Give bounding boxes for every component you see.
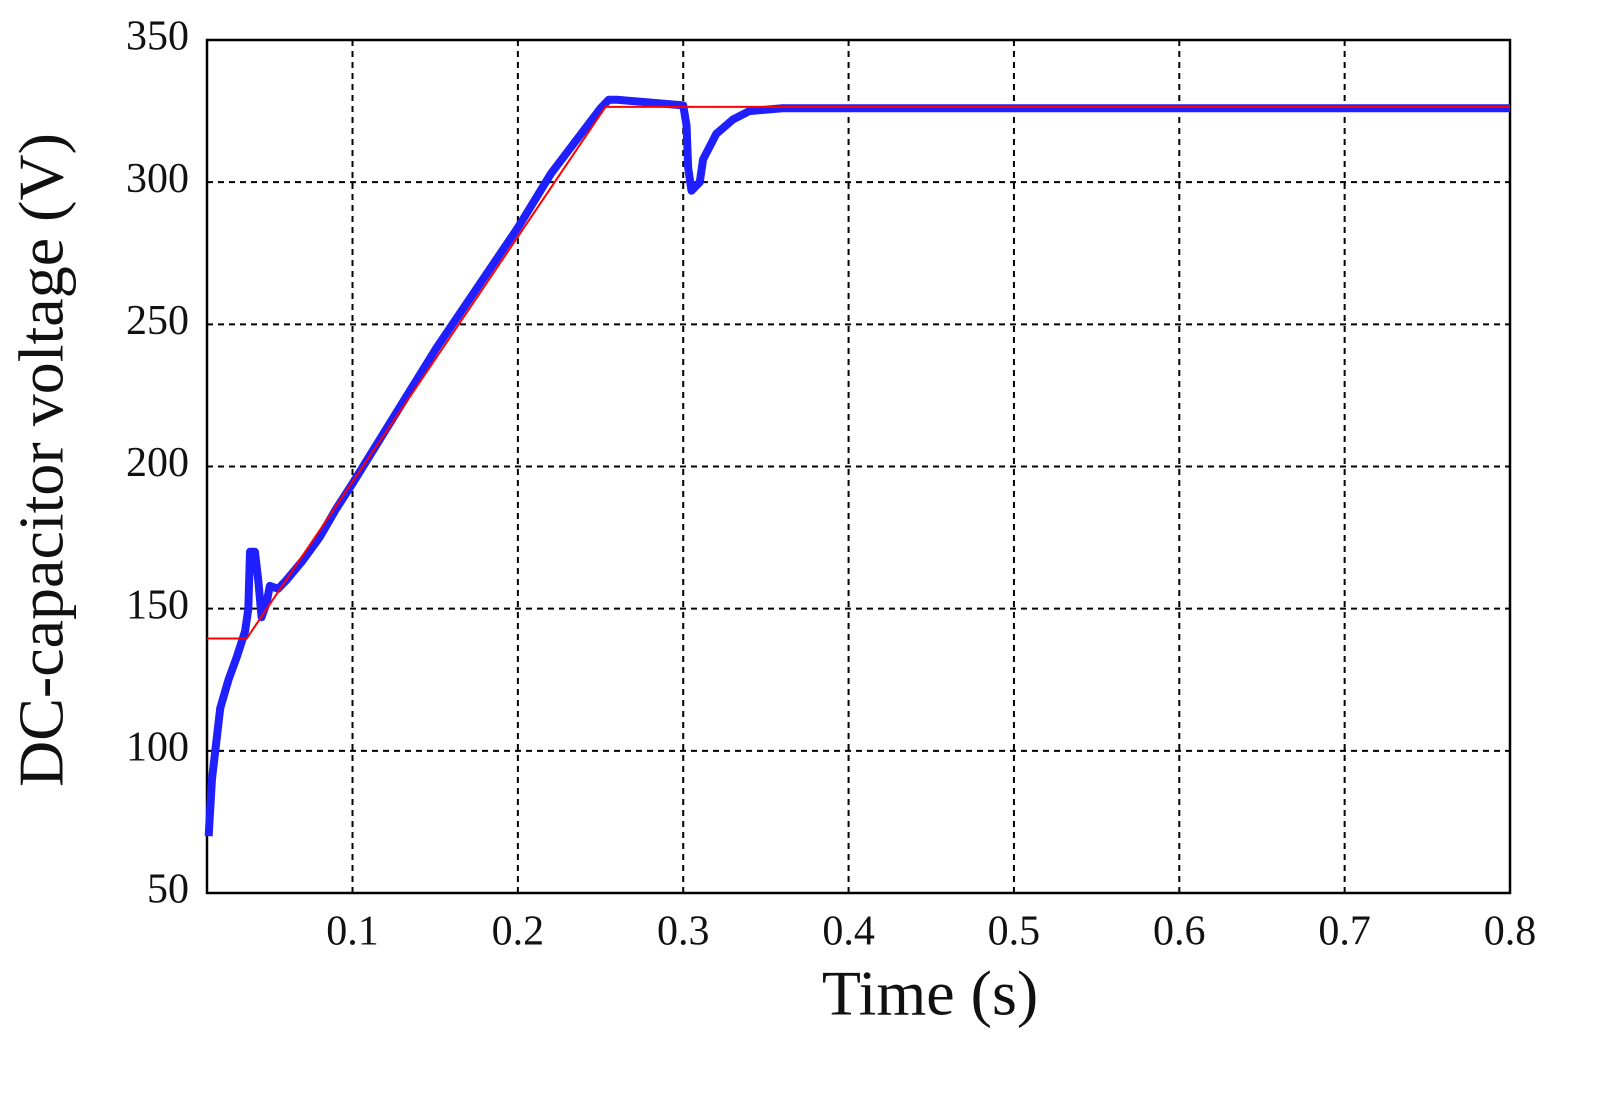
x-tick-label: 0.4 xyxy=(822,909,875,955)
y-axis-label: DC-capacitor voltage (V) xyxy=(6,133,77,787)
x-tick-label: 0.2 xyxy=(492,909,545,955)
x-tick-label: 0.8 xyxy=(1484,909,1537,955)
x-tick-label: 0.6 xyxy=(1153,909,1206,955)
y-tick-label: 250 xyxy=(126,298,189,344)
y-tick-label: 150 xyxy=(126,582,189,628)
x-tick-label: 0.1 xyxy=(326,909,379,955)
data-line xyxy=(207,105,1510,640)
data-line xyxy=(204,95,1510,837)
y-tick-label: 200 xyxy=(126,440,189,486)
x-axis-label: Time (s) xyxy=(822,958,1038,1029)
y-tick-label: 300 xyxy=(126,156,189,202)
x-tick-label: 0.5 xyxy=(988,909,1041,955)
y-tick-label: 100 xyxy=(126,724,189,770)
x-tick-label: 0.7 xyxy=(1318,909,1371,955)
y-tick-label: 50 xyxy=(147,867,189,913)
plot-frame xyxy=(205,38,1512,895)
y-tick-label: 350 xyxy=(126,14,189,60)
x-tick-label: 0.3 xyxy=(657,909,710,955)
